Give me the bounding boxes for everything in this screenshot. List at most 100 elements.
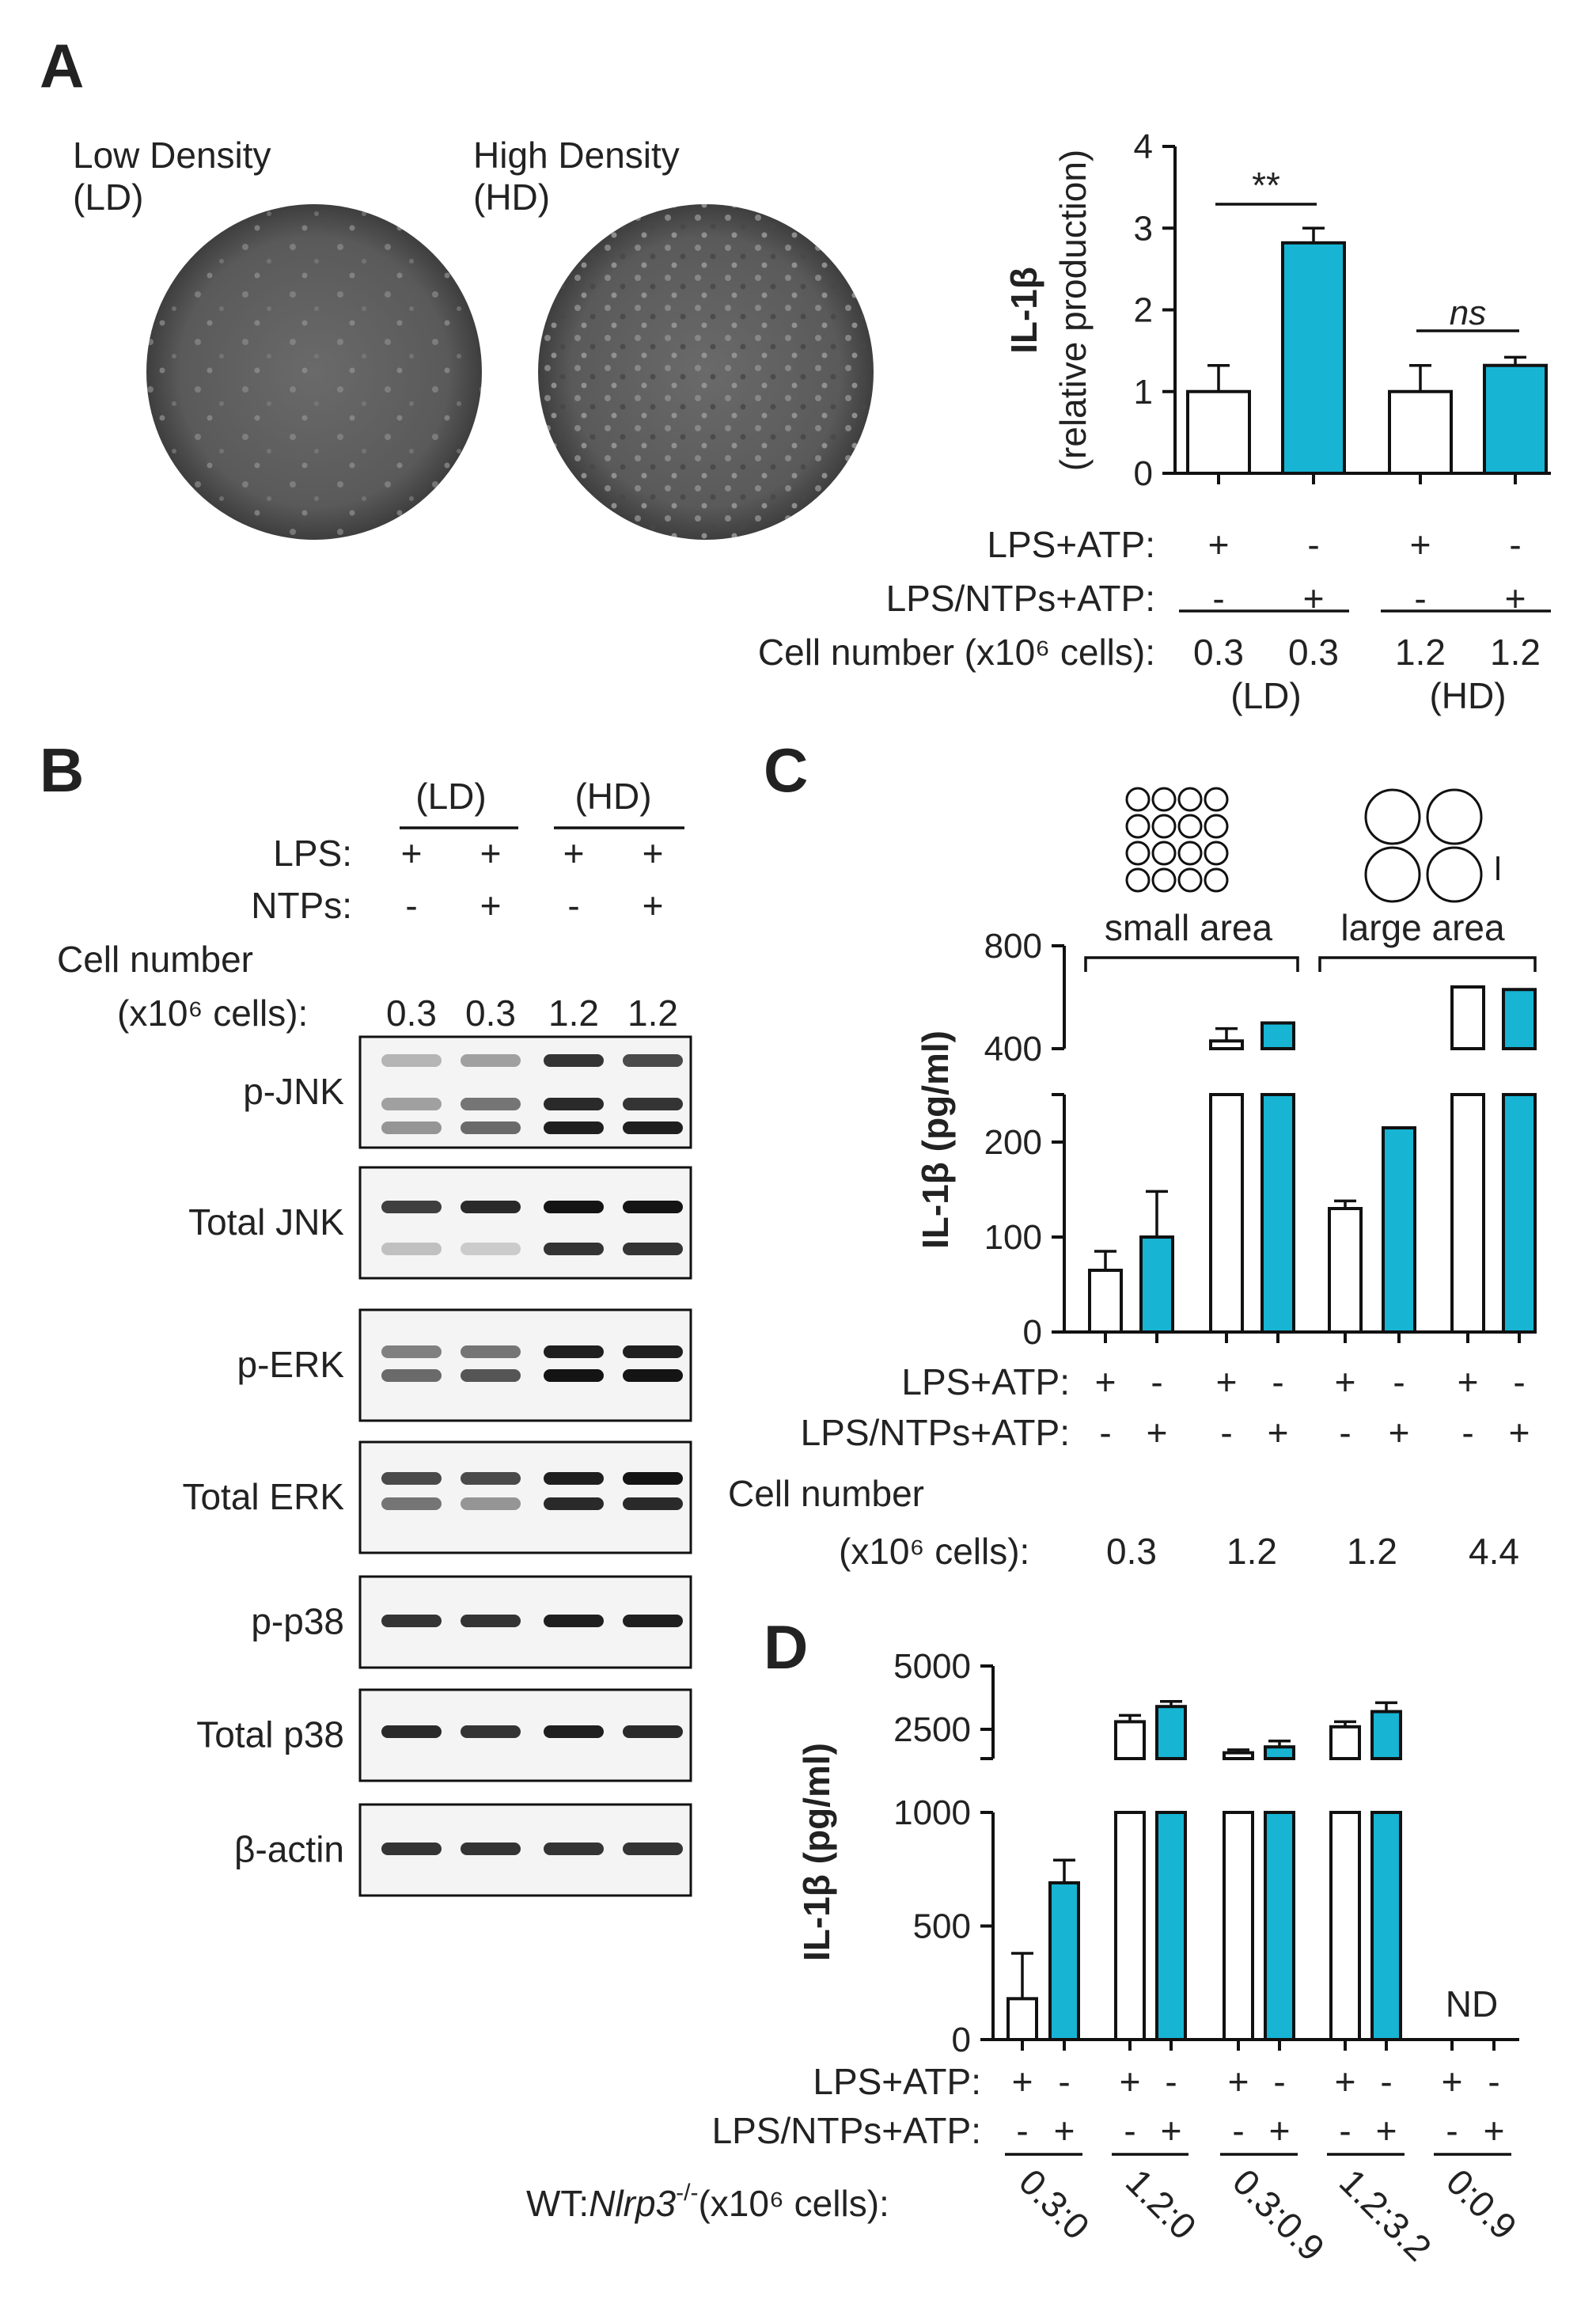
blot-band: [544, 1243, 604, 1255]
ratio-value: 0:0.9: [1439, 2161, 1525, 2247]
panel-label-c: C: [764, 735, 808, 805]
blot-band: [461, 1345, 521, 1358]
row-label: Cell number: [57, 939, 253, 980]
y-tick-label: 100: [984, 1218, 1042, 1257]
bar: [1186, 389, 1251, 475]
lps-ntps-atp-value: +: [1161, 2110, 1182, 2151]
group-label: (HD): [1429, 675, 1506, 716]
y-axis-label: IL-1β (pg/ml): [915, 1030, 956, 1249]
y-tick-label: 5000: [893, 1647, 971, 1686]
row-label: LPS+ATP:: [901, 1361, 1070, 1402]
error-bar: [1011, 1952, 1033, 1999]
area-bracket: [1084, 956, 1299, 972]
row-value: -: [1414, 578, 1426, 619]
bar: [1281, 241, 1346, 475]
blot-band: [544, 1121, 604, 1134]
chart-c: 0 100 200 400 800 IL-1β (pg/ml) small area larg…: [728, 787, 1537, 1572]
bar: [1328, 1207, 1363, 1334]
blot-band: [623, 1369, 683, 1382]
row-value: -: [1509, 524, 1521, 565]
bar: [1155, 1705, 1187, 1760]
blot-band: [544, 1369, 604, 1382]
row-label: LPS/NTPs+ATP:: [801, 1412, 1070, 1453]
blot-band: [381, 1098, 442, 1110]
bar: [1260, 1093, 1295, 1334]
lps-ntps-atp-value: -: [1232, 2110, 1244, 2151]
bar: [1048, 1880, 1080, 2041]
lps-ntps-atp-value: -: [1220, 1412, 1232, 1453]
bar: [1209, 1039, 1244, 1050]
cell-number-value: 1.2: [1347, 1531, 1397, 1572]
blot-band: [544, 1345, 604, 1358]
blot-band: [461, 1843, 521, 1855]
blot-band: [461, 1615, 521, 1627]
lps-ntps-atp-value: +: [1268, 1412, 1289, 1453]
y-tick-label: 4: [1134, 127, 1153, 166]
blot-band: [381, 1345, 442, 1358]
y-tick-label: 400: [984, 1030, 1042, 1068]
area-label: large area: [1340, 907, 1505, 948]
row-label: Cell number (x10⁶ cells):: [758, 632, 1155, 673]
lps-ntps-atp-value: -: [1016, 2110, 1028, 2151]
error-bar: [1409, 363, 1431, 392]
western-blot-b: (LD) (HD) LPS: NTPs: Cell number (x10⁶ cells)…: [57, 776, 692, 1897]
low-density-abbrev: (LD): [73, 176, 143, 218]
blot-band: [623, 1725, 683, 1738]
bar: [1264, 1811, 1295, 2041]
error-bar: [1268, 1740, 1291, 1748]
high-density-abbrev: (HD): [473, 176, 550, 218]
lps-atp-value: -: [1272, 1361, 1283, 1402]
cell-number-value: 4.4: [1469, 1531, 1519, 1572]
lps-value: +: [643, 833, 664, 874]
blot-band: [544, 1472, 604, 1485]
lps-ntps-atp-value: +: [1269, 2110, 1291, 2151]
blot-band: [623, 1497, 683, 1510]
blot-label: β-actin: [234, 1829, 344, 1870]
lps-ntps-atp-value: -: [1339, 1412, 1351, 1453]
blot-band: [623, 1615, 683, 1627]
high-density-micrograph: [538, 204, 874, 540]
low-density-micrograph: [146, 204, 482, 540]
blot-band: [544, 1201, 604, 1213]
lps-atp-value: +: [1095, 1361, 1116, 1402]
y-tick-label: 3: [1134, 209, 1153, 248]
lps-value: +: [480, 833, 502, 874]
blot-band: [461, 1054, 521, 1067]
ntps-value: +: [480, 885, 502, 926]
blot-band: [381, 1497, 442, 1510]
lps-atp-value: +: [1458, 1361, 1479, 1402]
y-axis-label-sub: (relative production): [1052, 150, 1094, 472]
row-value: +: [1208, 524, 1230, 565]
lps-atp-value: -: [1393, 1361, 1405, 1402]
error-bar: [1302, 226, 1325, 243]
sig-label: ns: [1450, 294, 1486, 332]
bar: [1264, 1745, 1295, 1760]
lps-atp-value: -: [1058, 2061, 1070, 2102]
lps-atp-value: +: [1335, 2061, 1356, 2102]
y-tick-label: 1000: [893, 1793, 971, 1832]
panel-label-d: D: [764, 1612, 808, 1682]
cell-number-value: 1.2: [548, 992, 599, 1034]
blot-band: [623, 1472, 683, 1485]
blot-label: Total ERK: [182, 1476, 344, 1517]
blot-band: [461, 1243, 521, 1255]
y-tick-label: 0: [1023, 1313, 1042, 1352]
blot-band: [461, 1369, 521, 1382]
blot-label: Total JNK: [188, 1201, 344, 1243]
lps-ntps-atp-value: +: [1484, 2110, 1505, 2151]
ntps-value: +: [643, 885, 664, 926]
bar: [1483, 363, 1548, 475]
panel-label-b: B: [40, 735, 84, 805]
blot-band: [381, 1054, 442, 1067]
bar: [1502, 988, 1537, 1050]
blot-band: [461, 1725, 521, 1738]
group-label: (LD): [415, 776, 486, 817]
bar: [1370, 1811, 1402, 2041]
area-label: small area: [1105, 907, 1273, 948]
blot-frame: [358, 1308, 692, 1422]
row-label: LPS+ATP:: [987, 524, 1155, 565]
cell-number-value: 0.3: [465, 992, 516, 1034]
ratio-value: 0.3:0: [1011, 2161, 1097, 2247]
blot-band: [461, 1472, 521, 1485]
